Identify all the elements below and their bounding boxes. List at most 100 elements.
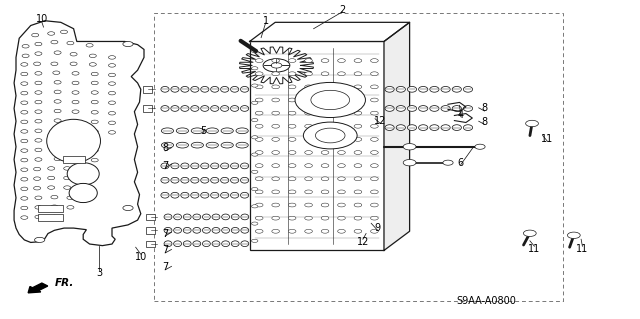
Ellipse shape	[230, 86, 239, 92]
Ellipse shape	[171, 86, 179, 92]
Ellipse shape	[201, 177, 209, 183]
Circle shape	[354, 190, 362, 194]
Circle shape	[52, 71, 60, 75]
Circle shape	[35, 237, 45, 242]
Ellipse shape	[201, 192, 209, 198]
Circle shape	[54, 138, 61, 142]
Circle shape	[252, 136, 258, 139]
Bar	[63, 156, 85, 163]
Bar	[143, 86, 152, 93]
Text: 10: 10	[35, 14, 48, 24]
Circle shape	[20, 187, 28, 191]
Circle shape	[20, 110, 28, 114]
Circle shape	[91, 81, 99, 85]
Circle shape	[321, 229, 329, 233]
Circle shape	[72, 81, 79, 85]
Ellipse shape	[221, 177, 228, 183]
Ellipse shape	[211, 163, 219, 169]
Circle shape	[354, 216, 362, 220]
Circle shape	[34, 177, 41, 181]
Ellipse shape	[171, 163, 179, 169]
Circle shape	[22, 44, 29, 48]
Circle shape	[20, 149, 28, 152]
Circle shape	[72, 138, 79, 142]
Ellipse shape	[193, 214, 201, 220]
Circle shape	[20, 92, 28, 95]
Polygon shape	[384, 22, 410, 250]
Circle shape	[305, 111, 312, 115]
Text: 10: 10	[134, 252, 147, 262]
Circle shape	[288, 164, 296, 167]
Circle shape	[86, 44, 93, 47]
Text: 4: 4	[458, 110, 464, 120]
Circle shape	[35, 129, 42, 133]
Circle shape	[371, 124, 378, 128]
Circle shape	[305, 190, 312, 194]
Ellipse shape	[385, 125, 394, 130]
Circle shape	[109, 121, 115, 125]
Circle shape	[305, 124, 312, 128]
Ellipse shape	[183, 241, 191, 247]
Ellipse shape	[191, 106, 199, 111]
Ellipse shape	[161, 128, 173, 134]
Circle shape	[255, 98, 263, 102]
Circle shape	[295, 82, 365, 117]
Bar	[146, 214, 155, 220]
Circle shape	[321, 151, 329, 154]
Circle shape	[54, 147, 61, 151]
Circle shape	[90, 54, 96, 58]
Circle shape	[354, 203, 362, 207]
Circle shape	[338, 151, 346, 154]
Circle shape	[354, 164, 362, 167]
Circle shape	[288, 216, 296, 220]
Ellipse shape	[206, 128, 218, 134]
Circle shape	[338, 177, 346, 181]
Circle shape	[252, 153, 258, 156]
Circle shape	[475, 144, 485, 149]
Text: 7: 7	[162, 262, 168, 272]
Circle shape	[35, 138, 42, 142]
Ellipse shape	[221, 227, 230, 233]
Circle shape	[568, 232, 580, 239]
Ellipse shape	[67, 163, 99, 185]
Text: 11: 11	[576, 244, 589, 254]
Ellipse shape	[202, 214, 211, 220]
Circle shape	[338, 59, 346, 63]
Circle shape	[123, 205, 133, 211]
Text: 8: 8	[162, 143, 168, 153]
Ellipse shape	[211, 106, 219, 111]
Circle shape	[272, 59, 280, 63]
Circle shape	[109, 63, 115, 67]
Ellipse shape	[181, 177, 189, 183]
Circle shape	[371, 216, 378, 220]
Circle shape	[272, 137, 280, 141]
Ellipse shape	[183, 214, 191, 220]
Ellipse shape	[201, 106, 209, 111]
Circle shape	[303, 122, 357, 149]
Ellipse shape	[241, 86, 249, 92]
Circle shape	[305, 164, 312, 167]
Ellipse shape	[191, 192, 199, 198]
Ellipse shape	[191, 177, 199, 183]
Ellipse shape	[221, 163, 228, 169]
Ellipse shape	[430, 86, 439, 92]
Circle shape	[524, 230, 536, 236]
Circle shape	[288, 85, 296, 89]
Ellipse shape	[221, 192, 228, 198]
Ellipse shape	[69, 183, 97, 203]
Ellipse shape	[171, 177, 179, 183]
Circle shape	[70, 53, 77, 56]
Ellipse shape	[161, 192, 169, 198]
Ellipse shape	[212, 227, 220, 233]
Circle shape	[255, 190, 263, 194]
Circle shape	[338, 111, 346, 115]
Circle shape	[48, 176, 55, 180]
Text: 11: 11	[528, 244, 541, 254]
Ellipse shape	[241, 106, 249, 111]
Circle shape	[35, 158, 42, 161]
Circle shape	[54, 157, 61, 161]
Circle shape	[288, 190, 296, 194]
Ellipse shape	[212, 241, 220, 247]
Ellipse shape	[161, 163, 169, 169]
Text: 7: 7	[162, 245, 168, 256]
